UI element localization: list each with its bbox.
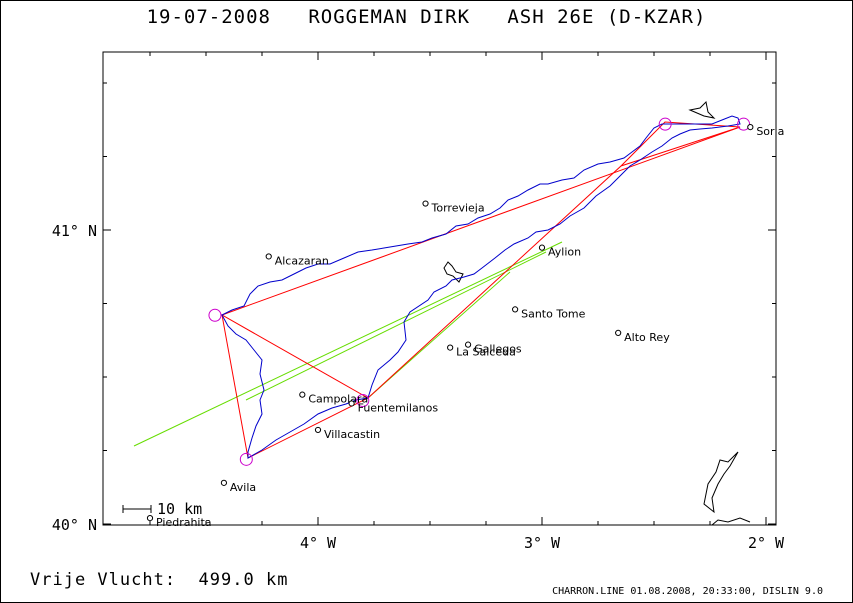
flight-track [221,115,741,459]
distance-value: 499.0 km [198,570,289,590]
place-marker [299,391,306,398]
software-stamp: CHARRON.LINE 01.08.2008, 20:33:00, DISLI… [552,586,823,597]
place-marker [747,124,754,131]
river-outline [703,451,739,514]
x-tick-label: 4° W [300,534,337,552]
task-polygon [221,121,741,459]
flight-date: 19-07-2008 [146,6,271,28]
y-tick-label: 40° N [52,516,97,534]
place-marker [615,329,622,336]
place-label: La Salceda [456,346,516,359]
turnpoint-marker [239,452,253,466]
place-label: Piedrahita [156,516,212,529]
place-label: Torrevieja [431,202,485,215]
x-tick-label: 3° W [524,534,561,552]
coastline [443,100,751,526]
turnpoint-marker [658,117,672,131]
place-label: Santo Tome [521,307,586,320]
lake-outline [688,100,716,119]
turnpoint-markers [208,117,751,466]
glider-name: ASH 26E (D-KZAR) [507,6,707,28]
task-line [221,126,741,316]
axis-ticks: 4° W 3° W 2° W 41° N 40° N [52,52,785,552]
place-marker [314,426,322,434]
y-tick-label: 41° N [52,222,97,240]
scale-bar-label: 10 km [157,500,202,518]
place-marker [265,253,272,260]
leg-line [133,241,563,447]
place-label: Aylion [548,246,581,259]
place-marker [538,244,546,251]
place-marker [447,344,454,351]
leg-line [245,251,547,401]
task-line [221,121,741,459]
reservoir-outline [443,261,464,283]
leg-lines [133,241,563,447]
place-label: Soria [756,125,784,138]
place-label: Fuentemilanos [358,401,439,414]
place-marker [220,479,228,486]
place-label: Villacastin [324,428,380,441]
place-marker [512,306,519,313]
leg-line [367,271,511,399]
pilot-name: ROGGEMAN DIRK [308,6,471,28]
track-line [221,115,741,459]
border-outline [711,517,751,526]
place-label: Gallegos [474,343,522,356]
place-markers: Soria Torrevieja Aylion Alcazaran Santo Tome… [146,124,784,529]
flight-title: 19-07-2008 ROGGEMAN DIRK ASH 26E (D-KZAR… [0,6,853,28]
place-label: Avila [230,481,256,494]
place-marker [422,200,429,207]
plot-area [102,51,777,526]
turnpoint-marker [208,308,222,322]
place-marker [146,515,154,522]
scale-bar: 10 km [122,500,202,518]
distance-label: Vrije Vlucht: [30,570,177,590]
place-label: Alcazaran [275,254,329,267]
distance-summary: Vrije Vlucht: 499.0 km [30,570,288,590]
turnpoint-marker [356,394,370,408]
x-tick-label: 2° W [748,534,785,552]
place-marker [348,400,355,407]
place-marker [464,341,472,348]
place-label: Alto Rey [624,331,670,344]
